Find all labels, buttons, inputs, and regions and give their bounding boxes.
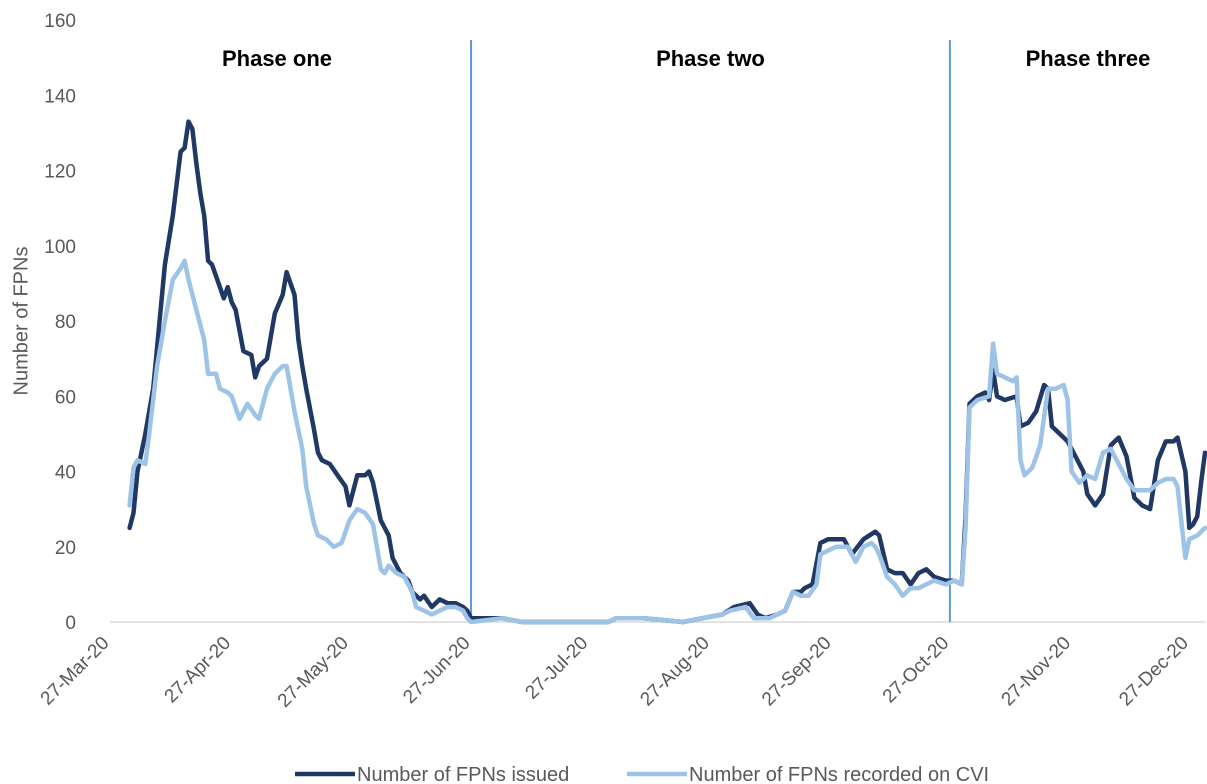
x-tick-label: 27-May-20 bbox=[274, 633, 353, 712]
x-axis-ticks: 27-Mar-20 27-Apr-20 27-May-20 27-Jun-20 27-J… bbox=[37, 633, 1193, 712]
phase-labels: Phase one Phase two Phase three bbox=[222, 46, 1150, 71]
legend: Number of FPNs issued Number of FPNs reco… bbox=[295, 764, 989, 784]
legend-label: Number of FPNs recorded on CVI bbox=[689, 764, 989, 784]
y-axis-title: Number of FPNs bbox=[10, 247, 32, 396]
phase-label: Phase three bbox=[1026, 46, 1151, 71]
series-line-fpns-recorded-cvi bbox=[127, 258, 1207, 625]
x-tick-label: 27-Mar-20 bbox=[37, 633, 114, 710]
phase-label: Phase two bbox=[656, 46, 765, 71]
y-tick-label: 20 bbox=[55, 538, 76, 559]
x-tick-label: 27-Jul-20 bbox=[521, 633, 592, 704]
x-tick-label: 27-Apr-20 bbox=[161, 633, 236, 708]
y-tick-label: 40 bbox=[55, 463, 76, 484]
x-tick-label: 27-Oct-20 bbox=[879, 633, 954, 708]
y-tick-label: 60 bbox=[55, 387, 76, 408]
y-axis-ticks: 0 20 40 60 80 100 120 140 160 bbox=[44, 11, 76, 634]
y-tick-label: 160 bbox=[44, 11, 76, 32]
y-tick-label: 140 bbox=[44, 86, 76, 107]
y-tick-label: 120 bbox=[44, 162, 76, 183]
x-tick-label: 27-Sep-20 bbox=[758, 633, 836, 711]
x-tick-label: 27-Aug-20 bbox=[636, 633, 714, 711]
series-lines bbox=[127, 119, 1207, 625]
phase-dividers bbox=[470, 40, 951, 622]
x-tick-label: 27-Jun-20 bbox=[399, 633, 474, 708]
phase-label: Phase one bbox=[222, 46, 332, 71]
y-tick-label: 80 bbox=[55, 312, 76, 333]
x-tick-label: 27-Nov-20 bbox=[998, 633, 1076, 711]
y-tick-label: 100 bbox=[44, 237, 76, 258]
y-tick-label: 0 bbox=[65, 613, 76, 634]
legend-label: Number of FPNs issued bbox=[357, 764, 569, 784]
x-tick-label: 27-Dec-20 bbox=[1115, 633, 1193, 711]
series-line-fpns-issued bbox=[127, 119, 1207, 625]
